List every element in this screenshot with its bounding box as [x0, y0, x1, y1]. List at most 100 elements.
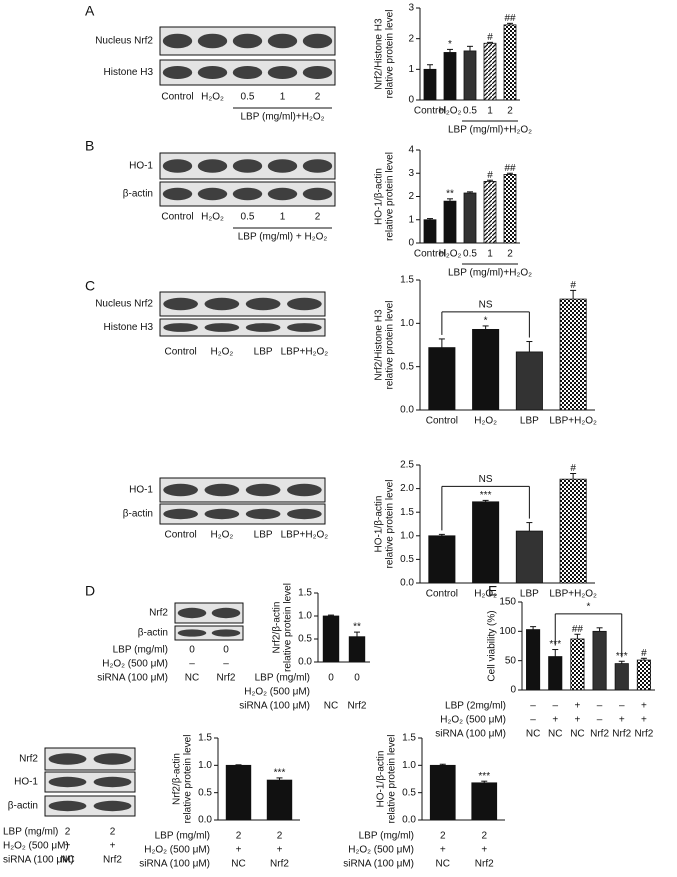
- y-axis-label: relative protein level: [385, 301, 396, 390]
- y-axis-label: relative protein level: [283, 583, 294, 672]
- bar: [503, 174, 517, 244]
- y-tick-label: 2: [408, 33, 414, 44]
- y-tick-label: 1.0: [400, 530, 414, 541]
- y-tick-label: 1.5: [400, 275, 414, 286]
- blot-row-label: Histone H3: [104, 322, 154, 333]
- bar: [515, 351, 543, 411]
- blot-band: [204, 297, 240, 311]
- y-axis-label: relative protein level: [183, 735, 194, 824]
- bar: [428, 535, 456, 584]
- row-value: 0: [223, 645, 229, 656]
- row-value: Nrf2: [475, 859, 494, 870]
- row-value: NC: [324, 701, 338, 712]
- bar: [266, 779, 293, 821]
- group-label: LBP (mg/ml)+H₂O₂: [448, 125, 532, 136]
- blot-row-label: HO-1: [129, 485, 153, 496]
- row-label: siRNA (100 μM): [435, 729, 506, 740]
- lane-label: H₂O₂: [210, 347, 233, 358]
- row-value: Nrf2: [612, 729, 631, 740]
- x-tick-label: LBP+H₂O₂: [549, 589, 597, 600]
- bar: [423, 219, 437, 244]
- row-value: +: [574, 715, 580, 726]
- blot-band: [267, 159, 298, 173]
- y-tick-label: 2.5: [400, 460, 414, 471]
- row-label: H₂O₂ (500 μM): [144, 845, 210, 856]
- bar: [471, 782, 498, 821]
- row-value: NC: [436, 859, 450, 870]
- x-tick-label: 0.5: [463, 106, 477, 117]
- row-label: H₂O₂ (500 μM): [244, 687, 310, 698]
- y-axis-label: relative protein level: [387, 735, 398, 824]
- lane-label: 1: [280, 92, 286, 103]
- y-tick-label: 1.0: [198, 760, 212, 771]
- bar: [515, 530, 543, 584]
- significance: *: [484, 316, 488, 327]
- bracket-label: NS: [479, 300, 493, 311]
- blot-band: [162, 159, 193, 173]
- blot-band: [197, 187, 228, 201]
- x-tick-label: 1: [487, 249, 493, 260]
- lane-label: 2: [315, 92, 321, 103]
- blot-band: [204, 508, 240, 520]
- y-axis-label: relative protein level: [385, 10, 396, 99]
- x-tick-label: H₂O₂: [439, 249, 462, 260]
- blot-row-label: Nrf2: [19, 754, 38, 765]
- blot-row-label: HO-1: [14, 777, 38, 788]
- row-value: Nrf2: [348, 701, 367, 712]
- bar: [322, 615, 340, 663]
- row-label: siRNA (100 μM): [239, 701, 310, 712]
- significance: ***: [478, 771, 490, 782]
- y-tick-label: 2.0: [400, 483, 414, 494]
- bar: [428, 347, 456, 411]
- bar: [483, 180, 497, 244]
- y-axis-label: HO-1/β-actin: [374, 168, 385, 225]
- y-tick-label: 3: [408, 168, 414, 179]
- row-label: H₂O₂ (500 μM): [102, 659, 168, 670]
- blot-row-label: Histone H3: [104, 67, 154, 78]
- x-tick-label: 0.5: [463, 249, 477, 260]
- significance: ***: [480, 490, 492, 501]
- significance: ##: [572, 624, 584, 635]
- row-value: 2: [481, 831, 487, 842]
- row-label: LBP (mg/ml): [155, 831, 210, 842]
- panel-label: C: [85, 278, 95, 294]
- y-tick-label: 1.0: [402, 760, 416, 771]
- y-tick-label: 100: [499, 626, 516, 637]
- row-label: H₂O₂ (500 μM): [348, 845, 414, 856]
- x-tick-label: Control: [426, 589, 458, 600]
- row-value: NC: [570, 729, 584, 740]
- blot-row-label: β-actin: [8, 801, 38, 812]
- y-tick-label: 1: [408, 64, 414, 75]
- blot-row-label: β-actin: [138, 628, 168, 639]
- row-label: LBP (mg/ml): [255, 673, 310, 684]
- significance: #: [487, 170, 493, 181]
- x-tick-label: 1: [487, 106, 493, 117]
- y-tick-label: 0.5: [400, 361, 414, 372]
- bar: [463, 192, 477, 244]
- y-tick-label: 0.0: [402, 815, 416, 826]
- x-tick-label: Control: [426, 416, 458, 427]
- bar: [443, 52, 457, 101]
- row-value: –: [223, 659, 229, 670]
- lane-label: H₂O₂: [201, 92, 224, 103]
- row-value: 2: [236, 831, 242, 842]
- row-label: LBP (mg/ml): [3, 827, 58, 838]
- y-tick-label: 2: [408, 191, 414, 202]
- blot-row-label: HO-1: [129, 161, 153, 172]
- blot-band: [211, 629, 241, 637]
- row-value: Nrf2: [217, 673, 236, 684]
- row-value: Nrf2: [634, 729, 653, 740]
- row-value: NC: [60, 855, 74, 866]
- lane-label: 0.5: [241, 92, 255, 103]
- bar: [472, 328, 500, 411]
- row-value: 2: [65, 827, 71, 838]
- y-tick-label: 1.0: [298, 611, 312, 622]
- row-value: Nrf2: [590, 729, 609, 740]
- x-tick-label: LBP: [520, 589, 539, 600]
- blot-band: [163, 508, 198, 520]
- y-tick-label: 0.0: [298, 657, 312, 668]
- bar: [443, 200, 457, 244]
- blot-band: [177, 629, 207, 637]
- y-tick-label: 1.5: [198, 733, 212, 744]
